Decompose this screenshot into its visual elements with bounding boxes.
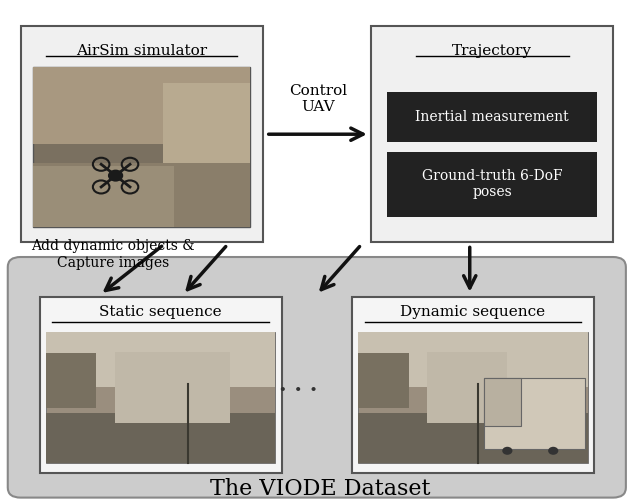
Circle shape	[502, 447, 513, 455]
Text: Ground-truth 6-DoF
poses: Ground-truth 6-DoF poses	[422, 169, 563, 200]
Bar	[46, 332, 275, 463]
FancyBboxPatch shape	[387, 92, 597, 142]
FancyBboxPatch shape	[40, 297, 282, 473]
Text: The VIODE Dataset: The VIODE Dataset	[210, 478, 430, 500]
Text: Add dynamic objects &
Capture images: Add dynamic objects & Capture images	[31, 239, 195, 270]
Bar	[33, 67, 250, 144]
Bar	[358, 332, 588, 387]
Bar	[33, 166, 174, 227]
Text: Dynamic sequence: Dynamic sequence	[401, 304, 545, 319]
Bar	[46, 353, 97, 408]
FancyBboxPatch shape	[8, 257, 626, 497]
FancyBboxPatch shape	[352, 297, 594, 473]
Bar	[163, 83, 250, 171]
Bar	[46, 413, 275, 463]
Text: Trajectory: Trajectory	[452, 44, 532, 58]
Bar	[33, 163, 250, 227]
Bar	[427, 352, 508, 423]
FancyBboxPatch shape	[20, 26, 262, 242]
Text: . . .: . . .	[278, 374, 317, 396]
Bar	[358, 353, 409, 408]
Text: Static sequence: Static sequence	[99, 304, 222, 319]
Bar	[358, 413, 588, 463]
Bar	[484, 378, 521, 426]
Circle shape	[548, 447, 558, 455]
Text: Inertial measurement: Inertial measurement	[415, 110, 569, 123]
FancyBboxPatch shape	[387, 152, 597, 217]
Bar	[484, 378, 586, 450]
Bar	[115, 352, 230, 423]
FancyBboxPatch shape	[371, 26, 613, 242]
Circle shape	[108, 170, 124, 181]
Bar	[46, 332, 275, 387]
Bar	[33, 67, 250, 227]
Text: AirSim simulator: AirSim simulator	[76, 44, 207, 58]
Bar	[358, 332, 588, 463]
Text: Control
UAV: Control UAV	[289, 84, 347, 114]
